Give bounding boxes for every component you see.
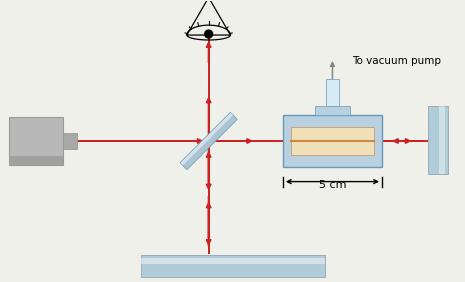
Bar	[315, 106, 350, 115]
Bar	[283, 115, 382, 167]
Bar	[141, 255, 325, 277]
Text: To vacuum pump: To vacuum pump	[352, 56, 441, 66]
Bar	[439, 106, 445, 174]
Bar	[63, 133, 77, 149]
Bar	[9, 156, 63, 165]
Bar	[180, 113, 233, 166]
Circle shape	[205, 30, 213, 38]
Bar	[141, 258, 325, 264]
Bar	[326, 79, 339, 106]
Bar	[291, 127, 374, 155]
Bar	[180, 112, 237, 170]
Bar	[428, 106, 448, 174]
Bar	[9, 117, 63, 165]
Text: 5 cm: 5 cm	[319, 180, 346, 190]
